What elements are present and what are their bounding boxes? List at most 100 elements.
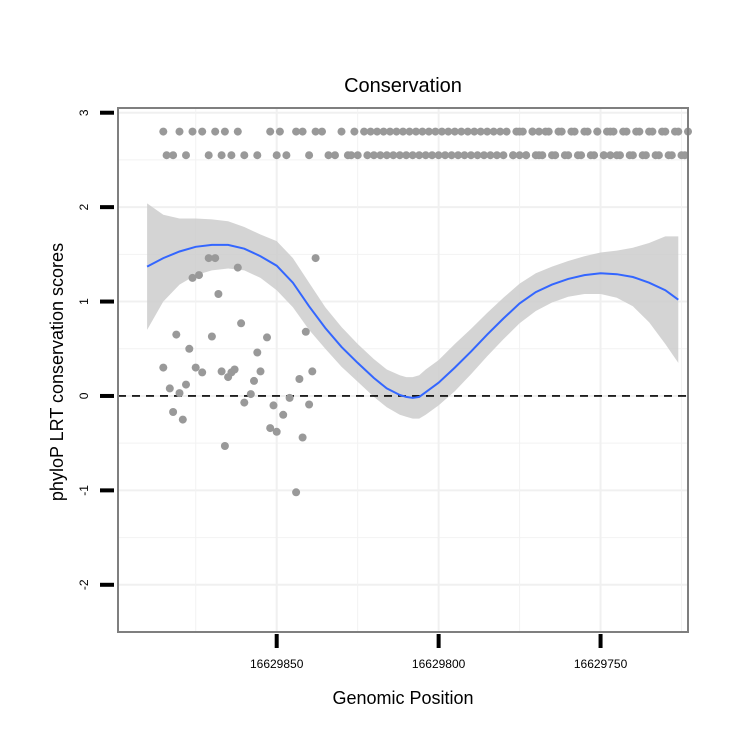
data-point (625, 151, 634, 160)
data-point (175, 127, 184, 136)
data-point (638, 151, 647, 160)
data-point (434, 151, 443, 160)
data-point (237, 319, 246, 328)
data-point (162, 151, 171, 160)
grid-lines (118, 108, 688, 632)
data-point (418, 127, 427, 136)
smooth-line (146, 243, 679, 399)
data-point (395, 151, 404, 160)
data-point (599, 151, 608, 160)
data-point (172, 330, 181, 339)
data-point (269, 401, 278, 410)
data-point (217, 367, 226, 376)
data-point (308, 367, 317, 376)
data-point (677, 151, 686, 160)
data-point (217, 151, 226, 160)
data-point (450, 127, 459, 136)
data-point (266, 424, 275, 433)
data-point (331, 151, 339, 160)
data-point (515, 127, 524, 136)
x-axis-label: Genomic Position (332, 688, 473, 708)
data-point (318, 127, 326, 136)
data-point (460, 151, 469, 160)
data-point (476, 127, 485, 136)
data-point (324, 151, 333, 160)
data-point (279, 410, 288, 419)
data-point (311, 254, 320, 263)
data-point (473, 151, 482, 160)
data-point (492, 151, 501, 160)
data-point (457, 127, 466, 136)
data-point (253, 348, 262, 357)
data-point (573, 151, 582, 160)
data-point (211, 254, 220, 263)
y-axis-label: phyloP LRT conservation scores (47, 243, 67, 501)
data-point (645, 127, 654, 136)
confidence-band-layer (147, 203, 679, 419)
data-point (282, 151, 291, 160)
data-point (671, 127, 679, 136)
data-point (619, 127, 628, 136)
data-point (382, 151, 391, 160)
y-axis: -2 -1 0 1 2 3 (77, 109, 114, 590)
data-point (178, 415, 187, 424)
data-point (347, 151, 356, 160)
data-point (165, 384, 174, 393)
data-point (298, 127, 307, 136)
data-point (227, 151, 236, 160)
y-tick-label: 3 (77, 109, 91, 116)
x-tick-label: 16629850 (250, 657, 304, 671)
data-point (444, 127, 453, 136)
data-point (233, 263, 242, 272)
data-point (548, 151, 556, 160)
data-point (612, 151, 621, 160)
data-point (480, 151, 488, 160)
x-axis: 16629850 16629800 16629750 (250, 634, 628, 671)
data-point (489, 127, 498, 136)
data-point (220, 127, 229, 136)
data-point (350, 127, 359, 136)
y-tick-label: -1 (77, 485, 91, 496)
data-point (658, 127, 667, 136)
data-point (651, 151, 660, 160)
data-point (467, 151, 475, 160)
data-point (441, 151, 450, 160)
data-point (240, 398, 249, 407)
data-point (496, 127, 505, 136)
data-point (431, 127, 440, 136)
data-point (298, 433, 307, 442)
data-point (169, 151, 178, 160)
data-point (528, 127, 537, 136)
x-tick-label: 16629800 (412, 657, 466, 671)
y-tick-label: 0 (77, 392, 91, 399)
data-point (220, 442, 229, 450)
data-point (295, 375, 304, 383)
data-point (421, 151, 430, 160)
chart-title: Conservation (344, 75, 462, 97)
data-point (182, 380, 190, 389)
data-point (233, 127, 242, 136)
data-point (405, 127, 414, 136)
data-point (360, 127, 369, 136)
data-point (301, 327, 310, 336)
data-point (159, 363, 168, 372)
smooth-line-layer (146, 243, 679, 399)
data-point (285, 393, 294, 402)
data-point (198, 127, 207, 136)
data-point (428, 151, 437, 160)
data-points-layer (159, 127, 692, 497)
data-point (412, 127, 420, 136)
data-point (463, 127, 472, 136)
data-point (499, 151, 508, 160)
data-point (198, 368, 207, 377)
data-point (606, 151, 615, 160)
data-point (250, 376, 258, 385)
data-point (447, 151, 456, 160)
data-point (664, 151, 673, 160)
data-point (305, 400, 314, 409)
data-point (214, 290, 223, 298)
data-point (515, 151, 524, 160)
data-point (408, 151, 417, 160)
data-point (502, 127, 511, 136)
data-point (376, 151, 385, 160)
